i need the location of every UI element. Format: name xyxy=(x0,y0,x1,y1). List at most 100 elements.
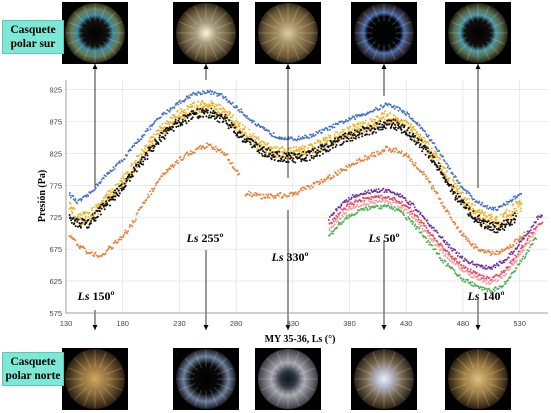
camera-images xyxy=(62,2,511,410)
data-point-black xyxy=(488,226,491,228)
data-point-gold xyxy=(478,208,481,211)
data-point-orange xyxy=(291,194,294,197)
y-tick-label: 675 xyxy=(49,245,62,254)
data-point-purple xyxy=(333,212,336,215)
data-point-orange xyxy=(429,180,432,183)
data-point-red xyxy=(460,264,463,267)
data-point-red xyxy=(334,218,337,220)
data-point-gold xyxy=(153,136,156,139)
data-point-gold xyxy=(489,214,492,217)
data-point-gold xyxy=(320,141,322,143)
data-point-red xyxy=(346,203,349,206)
data-point-blue xyxy=(333,126,336,129)
data-point-gold xyxy=(164,132,167,135)
data-point-blue xyxy=(329,128,331,131)
data-point-orange xyxy=(277,194,280,197)
data-point-black xyxy=(477,217,480,220)
data-point-red xyxy=(521,244,523,247)
data-point-orange xyxy=(212,146,215,149)
data-point-pink xyxy=(465,270,468,273)
data-point-blue xyxy=(210,93,213,96)
data-point-orange xyxy=(448,212,451,215)
data-point-blue xyxy=(380,104,383,107)
data-point-blue xyxy=(162,113,164,116)
data-point-black xyxy=(162,130,165,133)
data-point-pink xyxy=(467,271,470,274)
data-point-blue xyxy=(225,98,228,101)
data-point-orange xyxy=(186,151,189,154)
data-point-orange xyxy=(485,251,488,254)
data-point-orange xyxy=(443,206,446,209)
data-point-black xyxy=(218,117,221,120)
data-point-black xyxy=(394,126,397,129)
data-point-blue xyxy=(452,173,454,176)
data-point-black xyxy=(305,151,308,154)
data-point-gold xyxy=(229,111,232,114)
data-point-red xyxy=(421,221,424,224)
data-point-gold xyxy=(484,211,486,214)
data-point-pink xyxy=(453,260,456,263)
data-point-red xyxy=(494,274,496,277)
data-point-orange xyxy=(447,210,450,213)
data-point-blue xyxy=(195,92,198,95)
data-point-pink xyxy=(457,263,460,266)
data-point-green xyxy=(428,243,431,246)
data-point-gold xyxy=(519,201,522,204)
data-point-orange xyxy=(501,248,503,251)
photo-disc xyxy=(176,3,236,63)
data-point-blue xyxy=(186,97,189,100)
data-point-gold xyxy=(384,118,386,121)
x-tick-label: 330 xyxy=(287,319,300,328)
photo-pointer-lines xyxy=(92,64,481,330)
data-point-red xyxy=(417,218,420,221)
data-point-blue xyxy=(408,113,411,116)
data-point-red xyxy=(328,222,331,225)
data-point-black xyxy=(242,134,245,137)
data-point-gold xyxy=(387,114,389,117)
data-point-purple xyxy=(528,230,531,233)
data-point-black xyxy=(285,152,288,155)
data-point-gold xyxy=(77,213,80,216)
data-point-gold xyxy=(90,207,93,210)
data-point-pink xyxy=(494,278,497,281)
data-point-red xyxy=(391,199,394,202)
data-point-blue xyxy=(496,208,499,211)
data-point-red xyxy=(336,216,339,218)
data-point-green xyxy=(434,248,437,251)
data-point-black xyxy=(513,221,516,224)
data-point-gold xyxy=(357,122,360,124)
data-point-black xyxy=(349,139,352,142)
data-point-purple xyxy=(471,260,474,263)
data-point-green xyxy=(403,214,406,217)
data-point-purple xyxy=(409,203,412,206)
data-point-pink xyxy=(328,229,331,232)
data-point-gold xyxy=(150,135,153,138)
data-point-gold xyxy=(455,190,457,193)
data-point-black xyxy=(161,132,164,135)
data-point-blue xyxy=(261,126,264,128)
data-point-gold xyxy=(274,147,277,150)
data-point-black xyxy=(73,222,76,225)
data-point-black xyxy=(114,195,117,198)
data-point-blue xyxy=(489,206,492,209)
data-point-pink xyxy=(500,275,503,278)
photo-ray xyxy=(292,43,300,61)
data-point-black xyxy=(438,168,441,171)
data-point-orange xyxy=(367,155,370,158)
photo-ray xyxy=(67,37,85,45)
data-point-orange xyxy=(518,235,521,238)
data-point-red xyxy=(446,249,449,252)
pressure-series xyxy=(68,89,544,294)
arrow-head-bottom xyxy=(285,325,291,330)
data-point-orange xyxy=(322,181,324,184)
data-point-gold xyxy=(107,194,110,197)
data-point-black xyxy=(346,140,349,143)
data-point-gold xyxy=(219,104,222,107)
data-point-green xyxy=(368,208,371,211)
data-point-green xyxy=(336,226,338,229)
data-point-pink xyxy=(531,235,534,238)
photo-ray xyxy=(99,5,107,23)
data-point-blue xyxy=(424,130,427,133)
data-point-black xyxy=(325,143,328,146)
data-point-blue xyxy=(249,119,252,122)
